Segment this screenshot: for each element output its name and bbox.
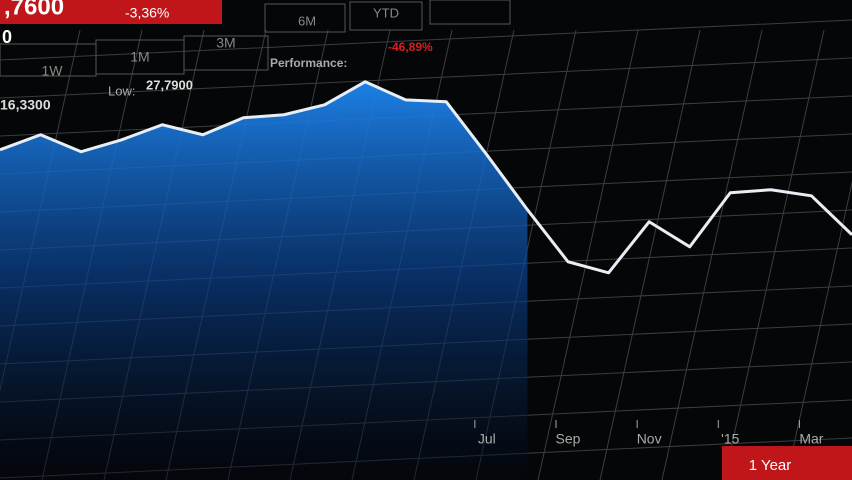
tab-label[interactable]: 6M [298, 13, 316, 28]
grid-line [0, 19, 852, 61]
price-box [0, 0, 222, 24]
price: ,7600 [4, 0, 64, 20]
high-value: 16,3300 [0, 97, 51, 113]
area-fill [0, 81, 528, 480]
tab[interactable] [264, 3, 346, 33]
grid-line [785, 180, 852, 480]
tab-label[interactable]: 1W [42, 63, 64, 79]
range-button-label[interactable]: 1 Year [749, 457, 792, 474]
tab[interactable] [183, 35, 269, 71]
x-tick-label: Sep [556, 431, 581, 447]
grid-line [537, 29, 639, 480]
grid-line [0, 57, 852, 99]
performance-label: Performance: [270, 56, 347, 70]
x-tick-label: '15 [721, 431, 739, 447]
x-tick-label: Nov [637, 431, 662, 447]
price-change: -3,36% [125, 5, 169, 21]
price-below: 0 [2, 27, 12, 47]
x-tick-label: Mar [799, 431, 823, 447]
tab-label[interactable]: 1M [130, 49, 149, 65]
x-tick-label: Jul [478, 431, 496, 447]
tab[interactable] [349, 1, 423, 31]
grid-line [599, 29, 701, 480]
tab[interactable] [429, 0, 511, 25]
tab-label[interactable]: YTD [373, 5, 399, 20]
price-line [0, 80, 852, 275]
tab-label[interactable]: 3M [216, 35, 235, 51]
performance-value: -46,89% [388, 40, 433, 54]
low-label: Low: [108, 83, 135, 98]
range-button[interactable] [722, 446, 852, 480]
plot: Jul Sep Nov '15 Mar [0, 80, 852, 480]
low-value: 27,7900 [146, 77, 193, 92]
